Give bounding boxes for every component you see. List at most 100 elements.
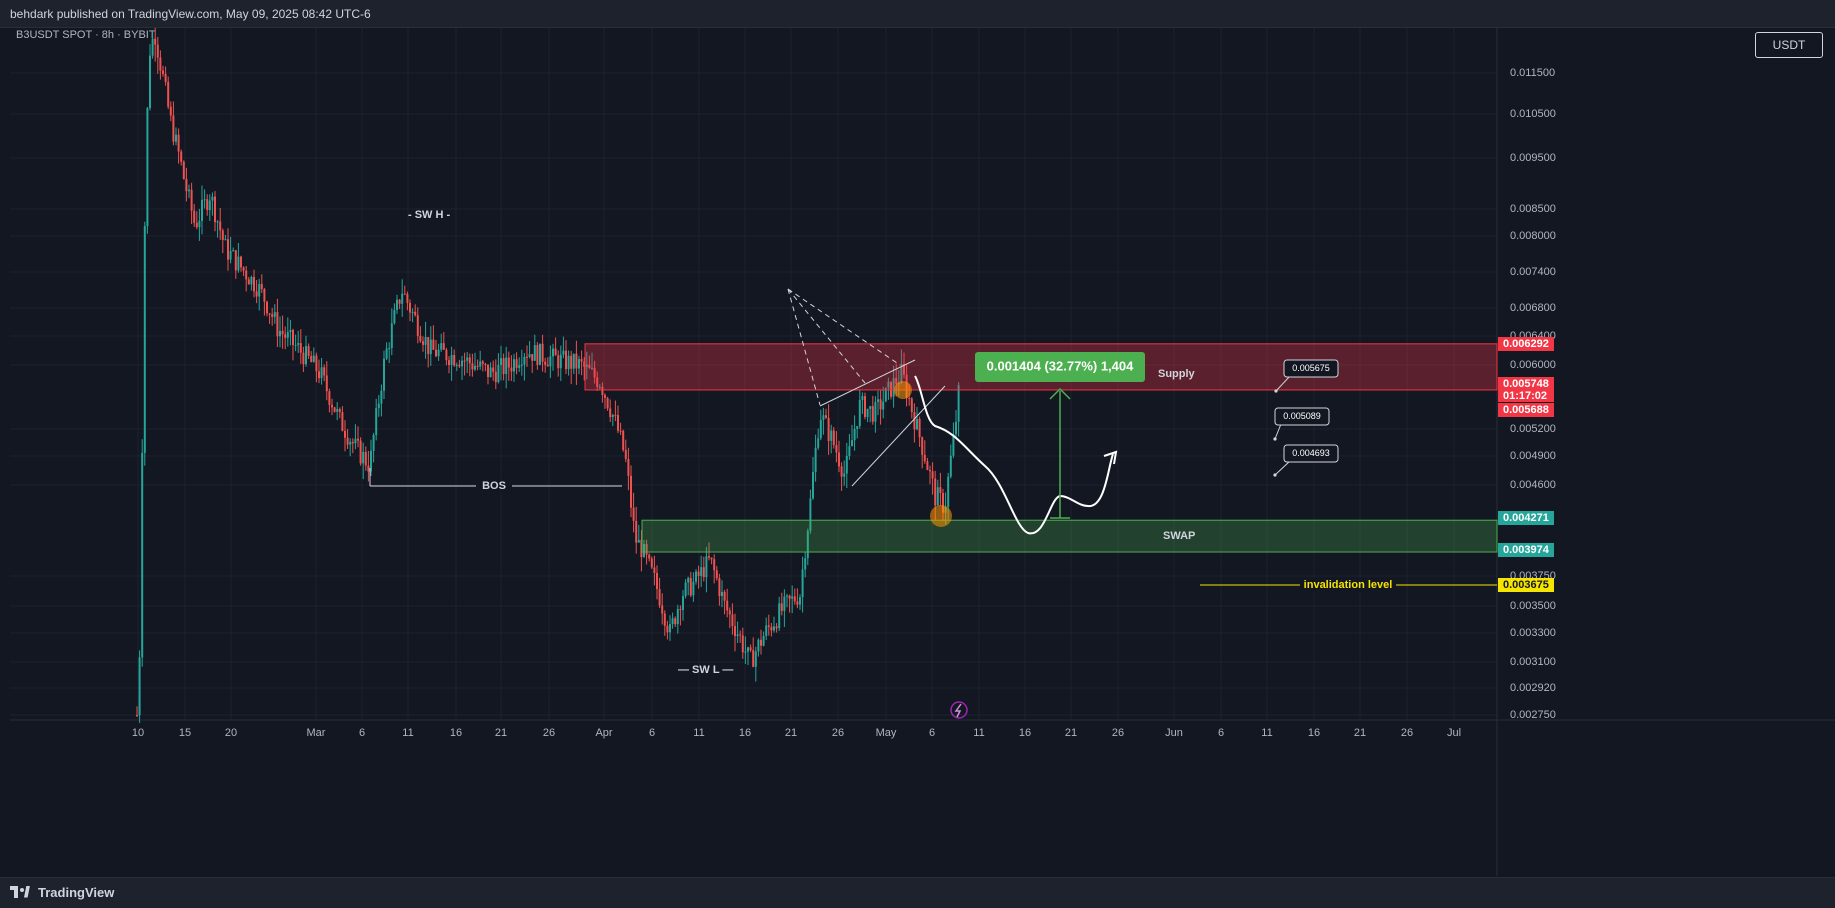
candle-body xyxy=(302,352,305,365)
candle-body xyxy=(372,434,375,451)
candle-body xyxy=(739,634,742,636)
target-point xyxy=(1273,473,1277,477)
candle-body xyxy=(349,441,352,445)
candle-body xyxy=(221,230,224,240)
candle-body xyxy=(627,458,630,476)
candle-body xyxy=(310,355,313,363)
candle-body xyxy=(900,364,903,383)
candle-body xyxy=(575,353,578,369)
candle-body xyxy=(832,430,835,446)
candle-body xyxy=(572,353,575,369)
candle-body xyxy=(219,221,222,231)
candle-body xyxy=(245,270,248,280)
target-leader xyxy=(1275,375,1291,392)
candle-body xyxy=(406,293,409,303)
candle-body xyxy=(663,613,666,626)
candle-body xyxy=(141,452,144,658)
candle-body xyxy=(835,445,838,453)
candle-body xyxy=(240,256,242,268)
candle-body xyxy=(723,591,726,601)
candle-body xyxy=(640,539,643,557)
measure-box[interactable] xyxy=(975,352,1145,382)
alert-icon[interactable] xyxy=(950,701,968,719)
candle-body xyxy=(822,415,825,420)
time-tick-label: 16 xyxy=(1019,727,1031,739)
price-tick-label: 0.002750 xyxy=(1510,709,1556,721)
candle-body xyxy=(916,418,918,430)
time-tick-label: Mar xyxy=(307,727,326,739)
candle-body xyxy=(804,558,807,570)
candle-body xyxy=(838,452,840,467)
candle-body xyxy=(266,301,268,314)
candle-body xyxy=(305,346,307,365)
candle-body xyxy=(159,57,162,71)
candle-body xyxy=(645,543,648,555)
candle-body xyxy=(419,335,422,342)
candle-body xyxy=(513,359,515,372)
candle-body xyxy=(864,396,866,418)
candle-body xyxy=(601,386,604,396)
footer-bar: TradingView xyxy=(0,877,1835,908)
candle-body xyxy=(637,539,640,543)
candle-body xyxy=(687,577,690,583)
target-label: 0.005089 xyxy=(1283,411,1321,421)
candle-body xyxy=(591,367,593,369)
time-tick-label: Jun xyxy=(1165,727,1183,739)
candle-body xyxy=(403,293,406,295)
candle-body xyxy=(801,569,804,598)
candle-body xyxy=(416,315,419,336)
publisher-bar: behdark published on TradingView.com, Ma… xyxy=(0,0,1835,28)
currency-unit-selector[interactable]: USDT xyxy=(1755,32,1823,58)
candle-body xyxy=(619,430,622,432)
time-tick-label: 6 xyxy=(929,727,935,739)
candle-body xyxy=(414,311,417,316)
candle-body xyxy=(411,311,414,313)
target-box[interactable] xyxy=(1274,407,1330,426)
candle-body xyxy=(367,465,370,472)
price-tag-label: 0.005688 xyxy=(1503,404,1549,416)
candle-body xyxy=(936,487,939,506)
candle-body xyxy=(559,354,562,369)
candle-body xyxy=(565,350,567,370)
candle-body xyxy=(814,447,817,473)
candle-body xyxy=(848,446,851,456)
candle-body xyxy=(887,381,890,388)
price-chart[interactable]: 0.011500 0.010500 0.009500 0.008500 0.008000… xyxy=(10,28,1835,876)
candle-body xyxy=(474,365,476,370)
candle-body xyxy=(549,356,552,367)
candle-body xyxy=(939,487,942,494)
target-leader xyxy=(1274,423,1282,440)
candle-body xyxy=(427,337,430,355)
candle-body xyxy=(484,363,487,365)
time-tick-label: 6 xyxy=(1218,727,1224,739)
time-tick-label: 11 xyxy=(973,727,984,739)
candle-body xyxy=(206,199,209,211)
candle-body xyxy=(775,626,778,629)
price-tag xyxy=(1498,578,1554,592)
candle-body xyxy=(546,364,549,367)
time-tick-label: Jul xyxy=(1447,727,1461,739)
candle-body xyxy=(232,250,235,252)
price-tag xyxy=(1498,377,1554,391)
candle-body xyxy=(331,404,333,408)
candle-body xyxy=(817,438,820,448)
price-tag xyxy=(1498,337,1554,351)
target-box[interactable] xyxy=(1283,359,1339,378)
time-tick-label: 21 xyxy=(1065,727,1077,739)
candle-body xyxy=(786,595,788,597)
candle-body xyxy=(903,364,905,375)
price-tag xyxy=(1498,403,1554,417)
candle-body xyxy=(604,395,606,398)
candle-body xyxy=(593,367,596,378)
target-box[interactable] xyxy=(1283,444,1339,463)
swap-zone[interactable] xyxy=(641,519,1498,553)
candle-body xyxy=(346,437,349,445)
candle-body xyxy=(947,476,950,507)
candle-body xyxy=(375,408,378,435)
candle-body xyxy=(398,299,401,304)
candle-body xyxy=(869,406,872,409)
candle-body xyxy=(728,610,731,615)
price-tag-label: 0.003675 xyxy=(1503,579,1549,591)
candle-body xyxy=(494,371,497,383)
price-tick-label: 0.006800 xyxy=(1510,302,1556,314)
